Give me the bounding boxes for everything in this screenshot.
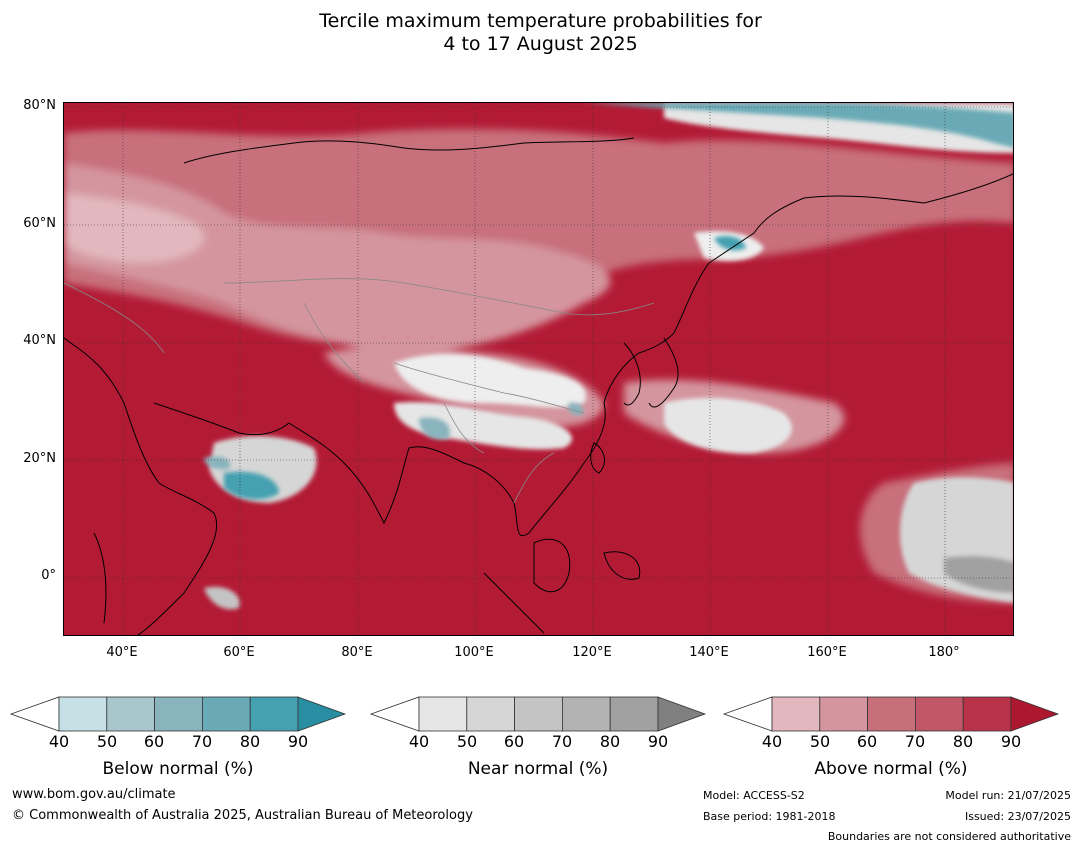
coastlines [64, 137, 1013, 635]
colorbar-below-normal [10, 696, 350, 732]
near-tick-40: 40 [408, 732, 430, 751]
above-tick-80: 80 [952, 732, 974, 751]
above-color-cell-40 [771, 696, 821, 732]
near-extend-high [657, 696, 707, 732]
above-extend-high [1010, 696, 1060, 732]
copyright-text: © Commonwealth of Australia 2025, Austra… [12, 808, 473, 823]
above-tick-90: 90 [1000, 732, 1022, 751]
lat-label-80n: 80°N [23, 98, 56, 113]
near-color-cell-70 [561, 696, 611, 732]
below-tick-40: 40 [48, 732, 70, 751]
lon-label-160e: 160°E [807, 645, 847, 660]
near-tick-50: 50 [456, 732, 478, 751]
boundaries-disclaimer: Boundaries are not considered authoritat… [827, 830, 1071, 843]
colorbar-near-label: Near normal (%) [467, 759, 609, 779]
bom-url-link[interactable]: www.bom.gov.au/climate [12, 787, 176, 802]
below-color-cell-40 [58, 696, 108, 732]
below-tick-80: 80 [239, 732, 261, 751]
lat-label-60n: 60°N [23, 216, 56, 231]
lon-label-100e: 100°E [454, 645, 494, 660]
title-line-2: 4 to 17 August 2025 [443, 33, 638, 55]
above-color-cell-60 [867, 696, 916, 732]
lat-label-40n: 40°N [23, 333, 56, 348]
near-normal-areas [204, 103, 1013, 610]
base-period-text: Base period: 1981-2018 [703, 810, 836, 823]
near-tick-60: 60 [503, 732, 525, 751]
lat-label-0: 0° [41, 568, 56, 583]
above-tick-40: 40 [761, 732, 783, 751]
below-tick-70: 70 [191, 732, 213, 751]
below-color-cell-60 [154, 696, 203, 732]
near-color-cell-40 [418, 696, 468, 732]
lon-label-60e: 60°E [223, 645, 255, 660]
graticule [64, 103, 1013, 635]
colorbar-above-normal [723, 696, 1063, 732]
below-color-cell-70 [201, 696, 251, 732]
colorbar-near-normal [370, 696, 710, 732]
lon-label-140e: 140°E [689, 645, 729, 660]
below-tick-50: 50 [96, 732, 118, 751]
lon-label-80e: 80°E [341, 645, 373, 660]
near-color-cell-60 [514, 696, 563, 732]
above-extend-low [723, 696, 773, 732]
model-text: Model: ACCESS-S2 [703, 789, 805, 802]
lon-label-180: 180° [928, 645, 960, 660]
below-normal-areas [204, 103, 1013, 500]
below-tick-60: 60 [143, 732, 165, 751]
near-tick-90: 90 [647, 732, 669, 751]
near-color-cell-50 [466, 696, 516, 732]
colorbar-below-label: Below normal (%) [102, 759, 254, 779]
near-color-cell-80 [609, 696, 659, 732]
model-run-text: Model run: 21/07/2025 [945, 789, 1071, 802]
issued-text: Issued: 23/07/2025 [964, 810, 1071, 823]
above-tick-60: 60 [856, 732, 878, 751]
chart-title: Tercile maximum temperature probabilitie… [0, 10, 1081, 56]
above-color-cell-80 [962, 696, 1012, 732]
lon-label-120e: 120°E [572, 645, 612, 660]
lon-label-40e: 40°E [106, 645, 138, 660]
lat-label-20n: 20°N [23, 451, 56, 466]
map-canvas [64, 103, 1013, 635]
country-boundaries [64, 278, 655, 504]
near-extend-low [370, 696, 420, 732]
above-tick-70: 70 [904, 732, 926, 751]
near-tick-80: 80 [599, 732, 621, 751]
colorbar-above-label: Above normal (%) [814, 759, 968, 779]
above-color-cell-70 [914, 696, 964, 732]
near-tick-70: 70 [551, 732, 573, 751]
above-color-cell-50 [819, 696, 869, 732]
below-color-cell-50 [106, 696, 156, 732]
title-line-1: Tercile maximum temperature probabilitie… [319, 10, 762, 32]
below-color-cell-80 [249, 696, 299, 732]
above-tick-50: 50 [809, 732, 831, 751]
below-extend-low [10, 696, 60, 732]
below-tick-90: 90 [287, 732, 309, 751]
forecast-map [63, 102, 1014, 636]
below-extend-high [297, 696, 347, 732]
